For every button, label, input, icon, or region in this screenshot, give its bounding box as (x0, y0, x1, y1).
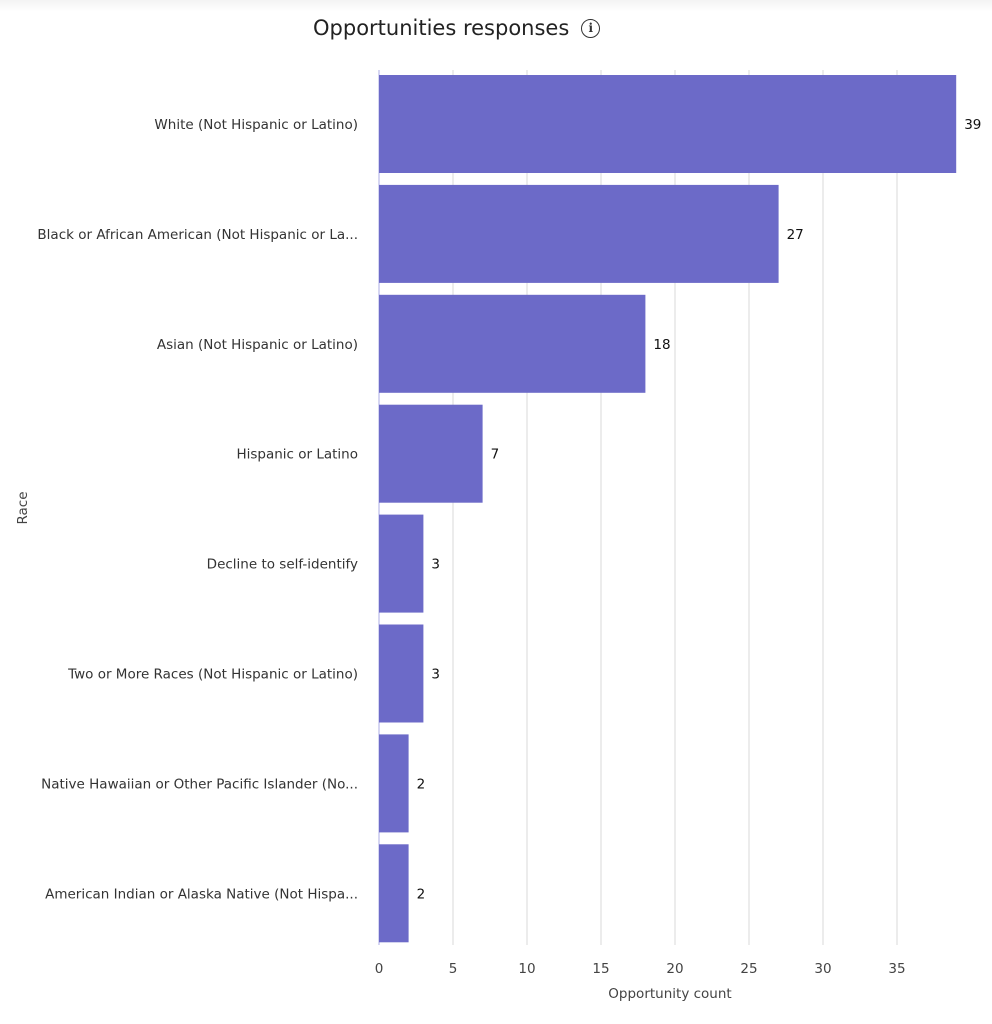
chart-title: Opportunities responses i (313, 16, 601, 40)
bar (379, 844, 409, 943)
category-label: Black or African American (Not Hispanic … (37, 227, 358, 243)
bar (379, 294, 646, 393)
x-tick-label: 35 (888, 961, 905, 977)
data-label: 2 (417, 886, 426, 902)
bar (379, 624, 424, 723)
category-label: Two or More Races (Not Hispanic or Latin… (67, 667, 358, 683)
bar (379, 184, 779, 283)
bar (379, 514, 424, 613)
category-label: Asian (Not Hispanic or Latino) (157, 337, 358, 353)
chart-title-text: Opportunities responses (313, 16, 570, 40)
x-tick-label: 30 (814, 961, 831, 977)
x-tick-label: 25 (740, 961, 757, 977)
x-tick-label: 15 (592, 961, 609, 977)
x-axis-title: Opportunity count (608, 986, 731, 1002)
data-label: 7 (491, 447, 500, 463)
category-label: White (Not Hispanic or Latino) (154, 117, 358, 133)
bar (379, 404, 483, 503)
x-tick-label: 20 (666, 961, 683, 977)
bar (379, 734, 409, 833)
data-label: 3 (431, 557, 440, 573)
x-tick-label: 0 (375, 961, 384, 977)
top-edge (0, 0, 992, 12)
x-tick-label: 10 (518, 961, 535, 977)
x-tick-label: 5 (449, 961, 458, 977)
bar (379, 75, 957, 173)
category-label: Decline to self-identify (207, 557, 358, 573)
category-label: Native Hawaiian or Other Pacific Islande… (41, 776, 358, 792)
y-axis-title: Race (15, 491, 31, 524)
data-label: 18 (653, 337, 670, 353)
category-label: American Indian or Alaska Native (Not Hi… (45, 886, 358, 902)
data-label: 3 (431, 667, 440, 683)
data-label: 2 (417, 776, 426, 792)
category-label: Hispanic or Latino (236, 447, 358, 463)
info-icon[interactable]: i (581, 18, 601, 38)
data-label: 27 (787, 227, 804, 243)
data-label: 39 (964, 117, 981, 133)
